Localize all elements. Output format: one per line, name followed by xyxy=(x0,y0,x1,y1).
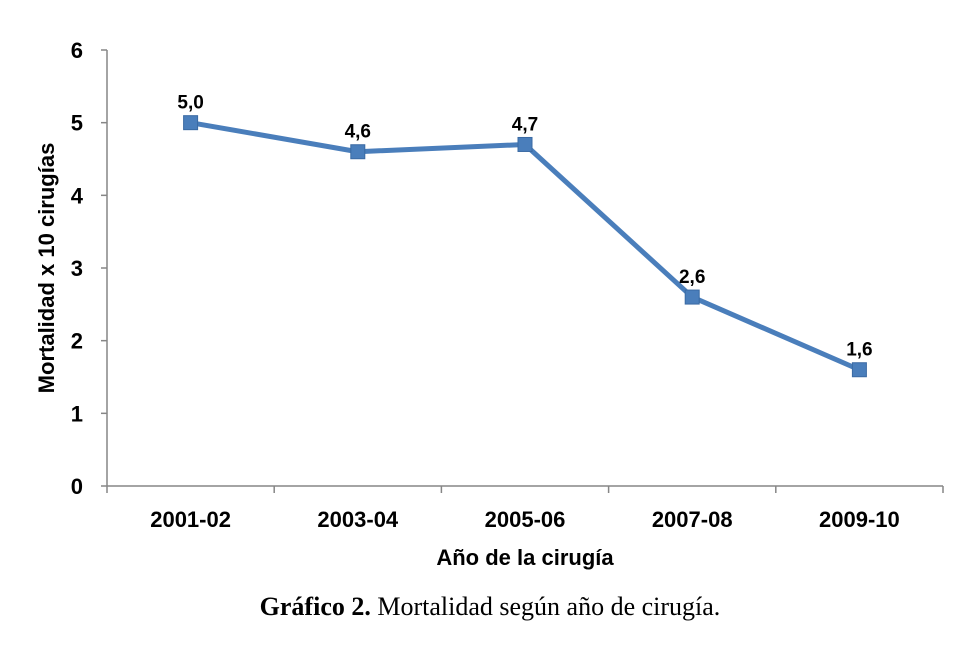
data-point xyxy=(183,115,199,131)
caption-text: Mortalidad según año de cirugía. xyxy=(370,592,721,621)
caption-prefix: Gráfico 2. xyxy=(259,592,371,621)
x-tick-label: 2001-02 xyxy=(150,507,231,532)
y-tick-label: 1 xyxy=(71,401,83,426)
y-tick-labels: 0 1 2 3 4 5 6 xyxy=(71,38,84,499)
data-point xyxy=(684,289,700,305)
x-tick-label: 2007-08 xyxy=(652,507,733,532)
axes xyxy=(101,49,944,493)
data-point xyxy=(517,136,533,152)
x-tick-labels: 2001-02 2003-04 2005-06 2007-08 2009-10 xyxy=(150,507,900,532)
data-labels: 5,0 4,6 4,7 2,6 1,6 xyxy=(177,93,872,361)
x-tick-label: 2005-06 xyxy=(485,507,566,532)
x-tick-label: 2003-04 xyxy=(317,507,399,532)
data-label: 1,6 xyxy=(846,340,872,361)
x-axis-title: Año de la cirugía xyxy=(436,545,614,570)
series-line xyxy=(190,120,861,373)
line-chart: 0 1 2 3 4 5 6 2001-02 2003-04 2005-06 2007-08 2009… xyxy=(34,38,944,570)
y-tick-label: 0 xyxy=(71,474,83,499)
data-label: 5,0 xyxy=(177,93,203,114)
y-tick-label: 4 xyxy=(71,183,84,208)
series-markers xyxy=(183,115,867,378)
data-label: 2,6 xyxy=(679,267,705,288)
y-tick-label: 6 xyxy=(71,38,83,63)
y-axis-title: Mortalidad x 10 cirugías xyxy=(34,143,59,394)
y-tick-label: 2 xyxy=(71,329,83,354)
data-point xyxy=(350,144,366,160)
y-tick-label: 3 xyxy=(71,256,83,281)
x-tick-label: 2009-10 xyxy=(819,507,900,532)
data-label: 4,7 xyxy=(512,114,538,135)
data-point xyxy=(851,362,867,378)
data-label: 4,6 xyxy=(345,122,371,143)
y-tick-label: 5 xyxy=(71,111,83,136)
figure-caption: Gráfico 2. Mortalidad según año de cirug… xyxy=(0,592,980,622)
